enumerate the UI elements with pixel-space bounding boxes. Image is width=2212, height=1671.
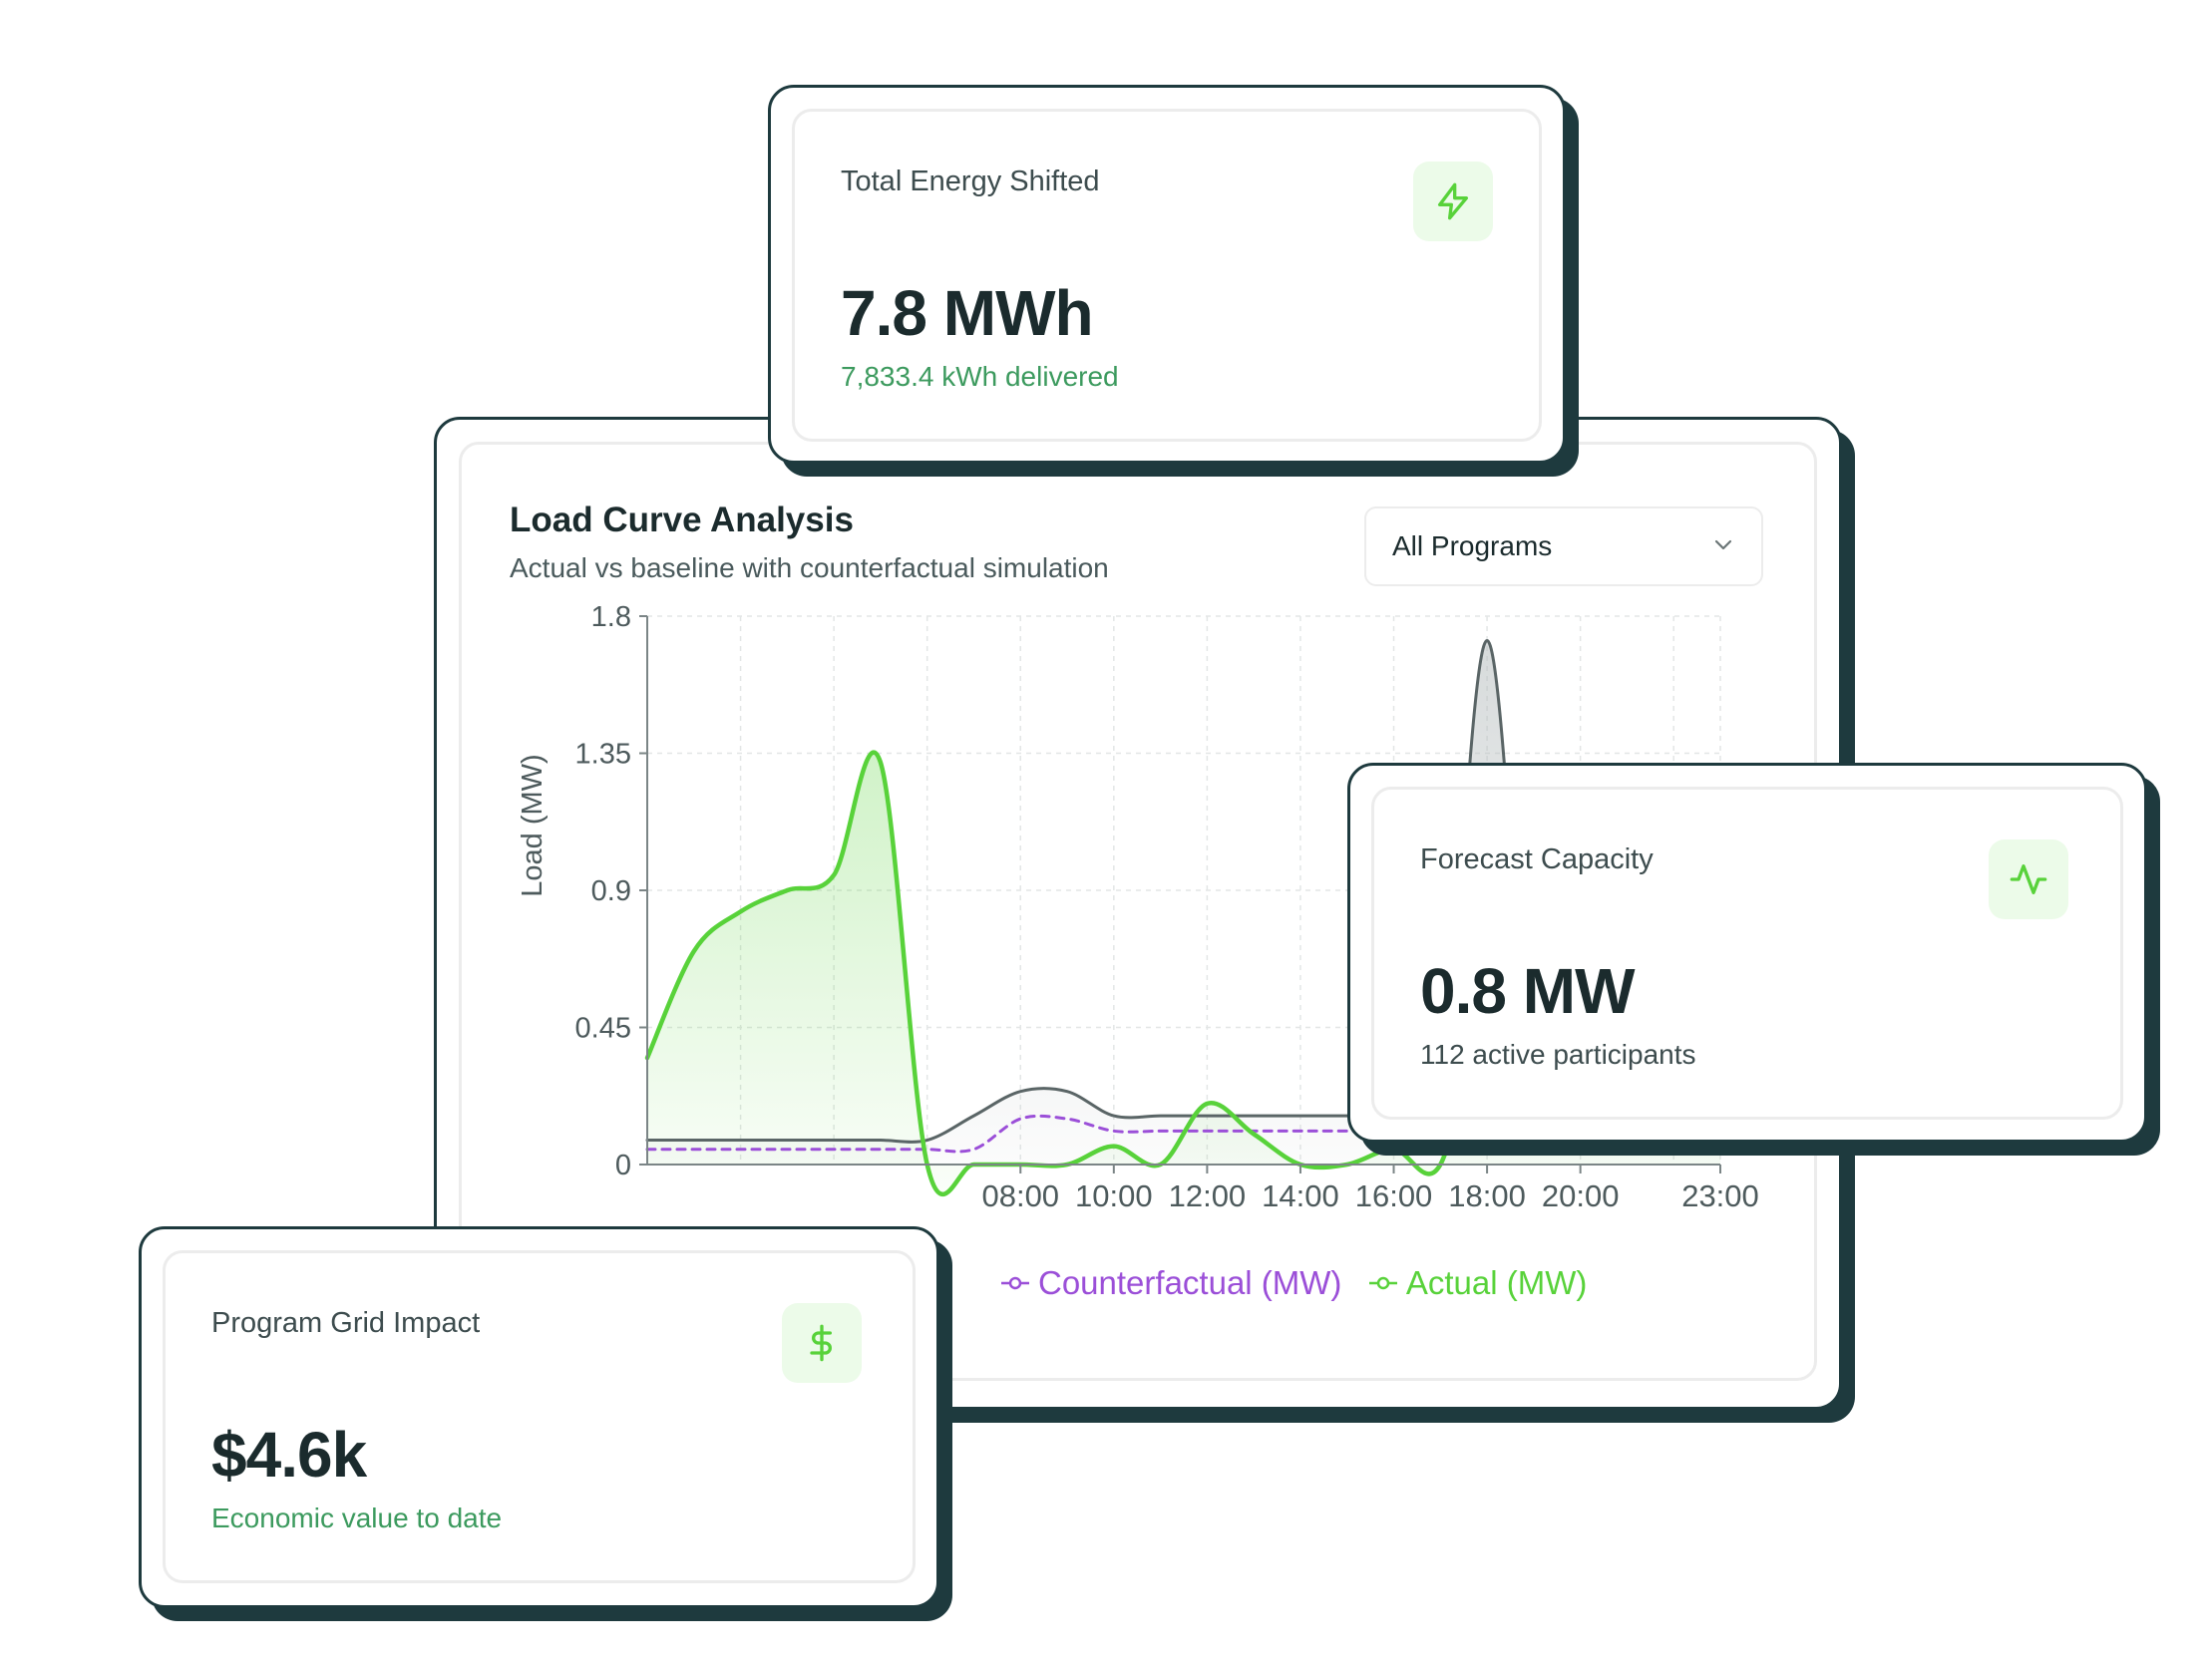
series-line-counterfactual <box>645 1096 1722 1154</box>
stat-card-impact-inner: Program Grid Impact $4.6k Economic value… <box>163 1250 916 1583</box>
legend-label-counterfactual: Counterfactual (MW) <box>1038 1264 1342 1301</box>
chart-subtitle: Actual vs baseline with counterfactual s… <box>510 552 1109 583</box>
y-tick-label: 0.9 <box>591 875 631 907</box>
stat-card-impact: Program Grid Impact $4.6k Economic value… <box>139 1226 939 1608</box>
legend-marker-actual-icon <box>1368 1276 1397 1290</box>
x-tick-label: 10:00 <box>1075 1178 1153 1213</box>
stat-card-energy: Total Energy Shifted 7.8 MWh 7,833.4 kWh… <box>768 85 1566 464</box>
y-tick-label: 1.35 <box>575 739 631 771</box>
x-tick-label: 18:00 <box>1448 1178 1526 1213</box>
stat-subtext: Economic value to date <box>211 1503 503 1533</box>
stat-card-capacity-inner: Forecast Capacity 0.8 MW 112 active part… <box>1371 787 2123 1120</box>
program-select-value: All Programs <box>1392 530 1553 561</box>
stat-subtext: 7,833.4 kWh delivered <box>841 361 1119 392</box>
y-axis-label: Load (MW) <box>517 754 549 896</box>
stat-subtext: 112 active participants <box>1420 1039 1696 1070</box>
stat-value: $4.6k <box>211 1419 367 1491</box>
chart-title: Load Curve Analysis <box>510 501 854 539</box>
x-tick-label: 08:00 <box>981 1178 1059 1213</box>
x-tick-label: 16:00 <box>1355 1178 1433 1213</box>
legend-label-actual: Actual (MW) <box>1405 1264 1588 1301</box>
stat-card-energy-inner: Total Energy Shifted 7.8 MWh 7,833.4 kWh… <box>792 109 1542 442</box>
y-tick-label: 0.45 <box>575 1013 631 1045</box>
chevron-down-icon <box>1711 532 1735 561</box>
activity-icon <box>1989 839 2068 919</box>
stat-title: Program Grid Impact <box>211 1307 481 1339</box>
x-tick-label: 23:00 <box>1681 1178 1759 1213</box>
x-tick-label: 20:00 <box>1542 1178 1620 1213</box>
chart-legend: Counterfactual (MW) Actual (MW) <box>1000 1264 1609 1302</box>
stat-card-capacity: Forecast Capacity 0.8 MW 112 active part… <box>1347 763 2147 1143</box>
stat-title: Total Energy Shifted <box>841 166 1100 197</box>
y-tick-label: 0 <box>615 1150 631 1181</box>
stat-title: Forecast Capacity <box>1420 843 1654 875</box>
x-tick-label: 14:00 <box>1262 1178 1339 1213</box>
program-select[interactable]: All Programs <box>1364 506 1763 586</box>
dollar-icon <box>782 1303 862 1383</box>
lightning-icon <box>1413 162 1493 241</box>
legend-item-counterfactual[interactable]: Counterfactual (MW) <box>1000 1264 1341 1302</box>
legend-item-actual[interactable]: Actual (MW) <box>1368 1264 1588 1302</box>
legend-marker-counterfactual-icon <box>1001 1276 1029 1290</box>
chart-card-inner: Load Curve Analysis Actual vs baseline w… <box>459 442 1817 1381</box>
stat-value: 0.8 MW <box>1420 955 1635 1027</box>
stat-value: 7.8 MWh <box>841 277 1094 349</box>
y-tick-label: 1.8 <box>591 601 631 633</box>
x-tick-label: 12:00 <box>1169 1178 1247 1213</box>
